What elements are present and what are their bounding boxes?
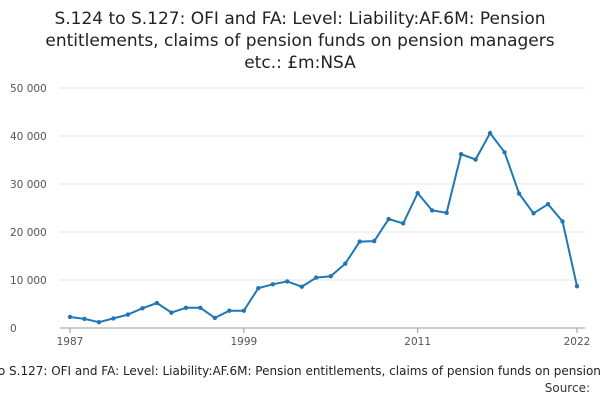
data-point[interactable] [169,310,174,315]
data-point[interactable] [299,284,304,289]
y-tick-label: 50 000 [10,83,47,95]
data-point[interactable] [343,261,348,266]
y-tick-label: 30 000 [10,179,47,191]
data-point[interactable] [429,208,435,213]
x-tick-label: 1987 [57,336,84,348]
chart-title-line-2: entitlements, claims of pension funds on… [45,31,555,51]
data-point[interactable] [212,315,218,321]
data-point[interactable] [545,201,551,207]
data-point[interactable] [444,210,449,215]
data-point[interactable] [560,219,565,224]
data-point[interactable] [67,314,73,320]
footer-series-label: S.124 to S.127: OFI and FA: Level: Liabi… [0,364,600,378]
gridlines [60,87,585,281]
footer-series-text: S.124 to S.127: OFI and FA: Level: Liabi… [0,364,600,378]
y-tick-label: 10 000 [10,275,47,287]
data-point[interactable] [415,190,420,196]
y-tick-label: 40 000 [10,131,47,143]
data-point[interactable] [531,211,536,216]
data-point[interactable] [314,275,319,280]
data-point[interactable] [473,157,478,162]
x-tick-label: 1999 [230,336,257,348]
footer-source: Source: [544,381,590,395]
data-point[interactable] [227,308,232,313]
data-point[interactable] [372,238,377,244]
data-point[interactable] [458,152,464,157]
data-point[interactable] [183,305,189,311]
data-point[interactable] [357,239,362,244]
data-point[interactable] [111,316,116,321]
axes: 0 10 000 20 000 30 000 40 000 50 000 1987 1999 2… [10,83,590,348]
data-point[interactable] [256,285,261,291]
data-point[interactable] [574,284,580,289]
data-point[interactable] [487,130,493,136]
data-point[interactable] [96,320,102,325]
data-point[interactable] [241,308,247,313]
y-tick-label: 0 [10,323,17,335]
data-point[interactable] [328,273,333,279]
data-point[interactable] [516,191,522,196]
data-point[interactable] [140,306,145,311]
data-point[interactable] [285,279,290,284]
data-point[interactable] [270,282,275,287]
chart-title: S.124 to S.127: OFI and FA: Level: Liabi… [0,8,600,74]
data-point[interactable] [82,316,87,322]
data-point[interactable] [386,216,391,222]
data-point[interactable] [198,305,203,311]
x-tick-label: 2011 [404,336,431,348]
data-point[interactable] [154,300,160,306]
data-point[interactable] [400,221,406,226]
series-layer [67,130,580,325]
data-point[interactable] [502,150,507,155]
data-point[interactable] [125,312,131,317]
y-tick-label: 20 000 [10,227,47,239]
series-line [69,132,578,324]
x-tick-label: 2022 [564,336,591,348]
chart-title-line-1: S.124 to S.127: OFI and FA: Level: Liabi… [54,9,546,29]
chart-title-line-3: etc.: £m:NSA [244,53,356,73]
